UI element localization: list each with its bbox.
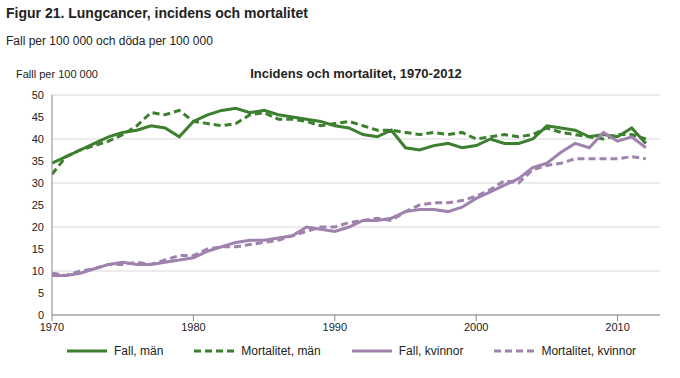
svg-text:1970: 1970 bbox=[40, 321, 64, 333]
html-text:Fall, kvinnor: Fall, kvinnor bbox=[398, 344, 464, 358]
html-text:Mortalitet, män: Mortalitet, män bbox=[241, 344, 321, 358]
html-text:Fall per 100 000 och döda per: Fall per 100 000 och döda per 100 000 bbox=[6, 34, 213, 48]
html-text:Mortalitet, kvinnor: Mortalitet, kvinnor bbox=[541, 344, 637, 358]
svg-text:1990: 1990 bbox=[323, 321, 347, 333]
svg-text:40: 40 bbox=[32, 133, 44, 145]
svg-text:45: 45 bbox=[32, 111, 44, 123]
svg-text:0: 0 bbox=[38, 309, 44, 321]
svg-text:2000: 2000 bbox=[464, 321, 488, 333]
html-text:Fall, män: Fall, män bbox=[114, 344, 164, 358]
svg-text:30: 30 bbox=[32, 177, 44, 189]
svg-text:50: 50 bbox=[32, 89, 44, 101]
svg-text:2010: 2010 bbox=[605, 321, 629, 333]
svg-text:15: 15 bbox=[32, 243, 44, 255]
html-text:Figur 21. Lungcancer, incidens: Figur 21. Lungcancer, incidens och morta… bbox=[6, 5, 308, 21]
svg-text:25: 25 bbox=[32, 199, 44, 211]
svg-text:20: 20 bbox=[32, 221, 44, 233]
html-text:Falll per 100 000: Falll per 100 000 bbox=[16, 68, 98, 80]
html-text:Incidens och mortalitet, 1970-: Incidens och mortalitet, 1970-2012 bbox=[250, 66, 462, 81]
svg-text:5: 5 bbox=[38, 287, 44, 299]
svg-text:1980: 1980 bbox=[181, 321, 205, 333]
svg-text:35: 35 bbox=[32, 155, 44, 167]
svg-text:10: 10 bbox=[32, 265, 44, 277]
